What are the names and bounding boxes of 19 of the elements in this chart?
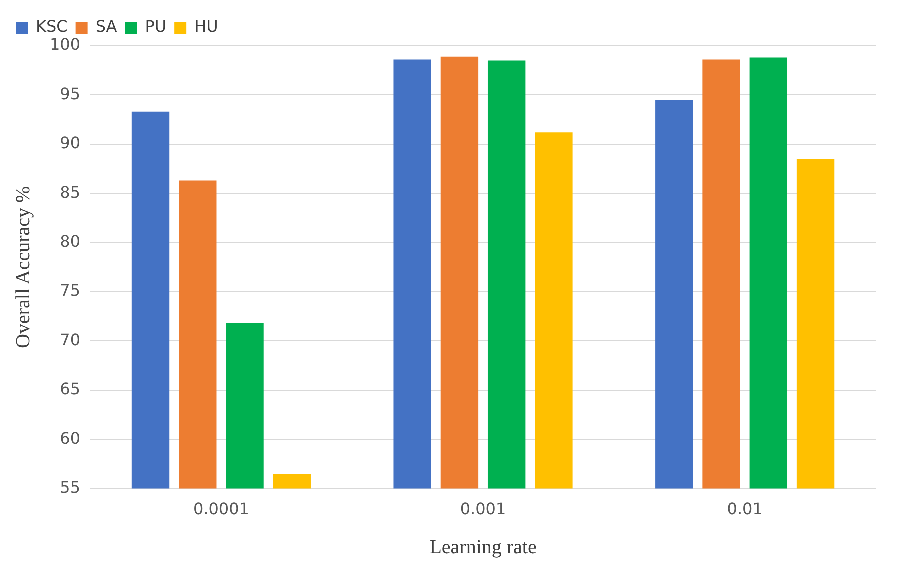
y-tick-label: 90 (60, 134, 81, 153)
legend-label: KSC (36, 17, 68, 36)
legend-label: HU (194, 17, 218, 36)
y-tick-label: 75 (60, 281, 81, 300)
legend-label: SA (96, 17, 118, 36)
x-tick-label: 0.0001 (193, 500, 250, 519)
x-tick-label: 0.01 (727, 500, 763, 519)
y-tick-label: 100 (50, 35, 81, 54)
y-tick-label: 65 (60, 380, 81, 399)
y-tick-label: 95 (60, 84, 81, 104)
y-tick-label: 80 (60, 232, 81, 251)
y-tick-label: 60 (60, 428, 81, 448)
y-tick-label: 85 (60, 182, 81, 202)
y-tick-label: 55 (60, 478, 81, 497)
legend-label: PU (145, 17, 167, 36)
x-tick-label: 0.001 (460, 500, 506, 519)
y-tick-label: 70 (60, 330, 81, 350)
y-axis-title: Overall Accuracy % (12, 186, 34, 348)
x-axis-title: Learning rate (430, 536, 537, 558)
